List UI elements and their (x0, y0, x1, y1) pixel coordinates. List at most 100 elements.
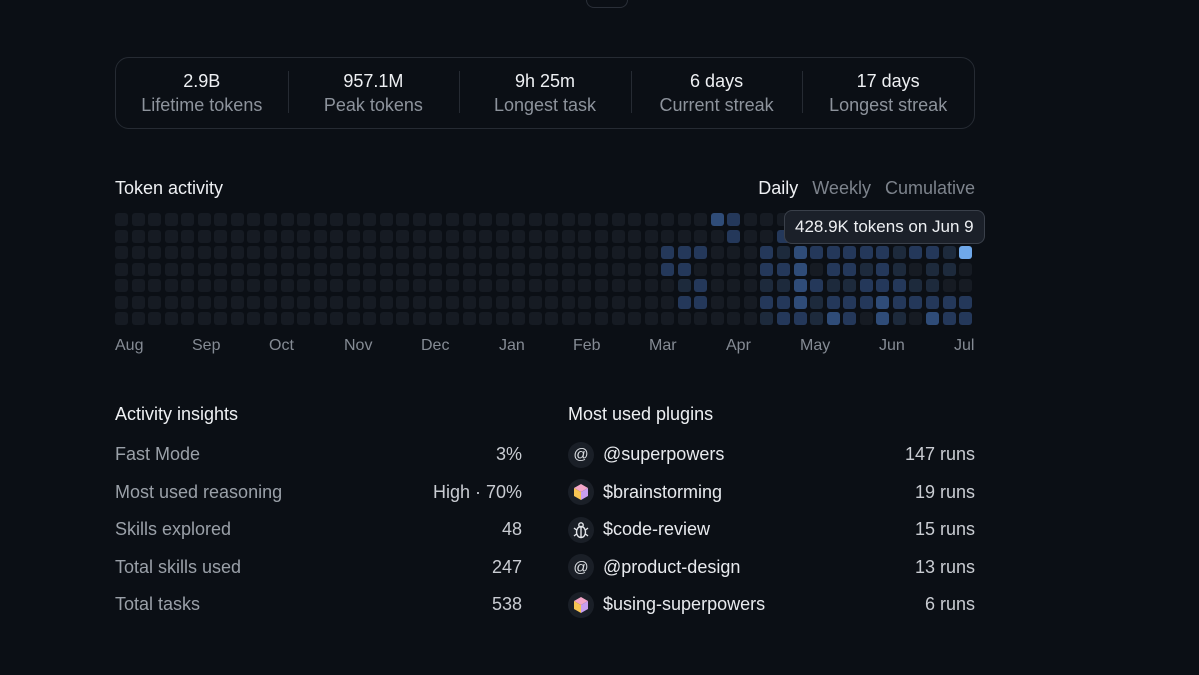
heatmap-cell[interactable] (528, 312, 542, 326)
heatmap-cell[interactable] (396, 229, 410, 243)
heatmap-cell[interactable] (479, 279, 493, 293)
heatmap-cell[interactable] (876, 312, 890, 326)
heatmap-cell[interactable] (247, 229, 261, 243)
heatmap-cell[interactable] (594, 262, 608, 276)
heatmap-cell[interactable] (909, 262, 923, 276)
heatmap-cell[interactable] (959, 262, 973, 276)
heatmap-cell[interactable] (578, 279, 592, 293)
heatmap-cell[interactable] (710, 279, 724, 293)
heatmap-cell[interactable] (479, 213, 493, 226)
plugin-row[interactable]: @ @superpowers 147 runs (568, 436, 975, 474)
heatmap-cell[interactable] (710, 246, 724, 260)
heatmap-cell[interactable] (727, 312, 741, 326)
heatmap-cell[interactable] (942, 312, 956, 326)
heatmap-cell[interactable] (429, 246, 443, 260)
heatmap-cell[interactable] (743, 312, 757, 326)
heatmap-cell[interactable] (578, 229, 592, 243)
heatmap-cell[interactable] (760, 312, 774, 326)
heatmap-cell[interactable] (628, 213, 642, 226)
heatmap-cell[interactable] (247, 246, 261, 260)
heatmap-cell[interactable] (263, 262, 277, 276)
heatmap-cell[interactable] (164, 229, 178, 243)
heatmap-cell[interactable] (959, 295, 973, 309)
heatmap-cell[interactable] (578, 312, 592, 326)
heatmap-cell[interactable] (214, 279, 228, 293)
heatmap-cell[interactable] (843, 246, 857, 260)
heatmap-cell[interactable] (479, 246, 493, 260)
heatmap-cell[interactable] (280, 262, 294, 276)
heatmap-cell[interactable] (892, 246, 906, 260)
heatmap-cell[interactable] (793, 295, 807, 309)
heatmap-cell[interactable] (280, 279, 294, 293)
heatmap-cell[interactable] (446, 262, 459, 276)
heatmap-cell[interactable] (214, 229, 228, 243)
heatmap-cell[interactable] (859, 295, 873, 309)
heatmap-cell[interactable] (545, 295, 559, 309)
heatmap-cell[interactable] (843, 295, 857, 309)
heatmap-cell[interactable] (164, 213, 178, 226)
heatmap-cell[interactable] (181, 246, 195, 260)
heatmap-cell[interactable] (330, 312, 344, 326)
plugin-row[interactable]: @ @product-design 13 runs (568, 549, 975, 587)
heatmap-cell[interactable] (959, 246, 973, 260)
heatmap-cell[interactable] (263, 213, 277, 226)
heatmap-cell[interactable] (694, 262, 708, 276)
heatmap-cell[interactable] (412, 279, 426, 293)
heatmap-cell[interactable] (594, 213, 608, 226)
heatmap-cell[interactable] (495, 246, 509, 260)
heatmap-cell[interactable] (909, 246, 923, 260)
heatmap-cell[interactable] (743, 279, 757, 293)
heatmap-cell[interactable] (710, 312, 724, 326)
heatmap-cell[interactable] (247, 279, 261, 293)
heatmap-cell[interactable] (263, 229, 277, 243)
heatmap-cell[interactable] (512, 262, 526, 276)
heatmap-cell[interactable] (247, 213, 261, 226)
heatmap-cell[interactable] (859, 279, 873, 293)
heatmap-cell[interactable] (727, 246, 741, 260)
heatmap-cell[interactable] (181, 262, 195, 276)
heatmap-cell[interactable] (230, 229, 244, 243)
heatmap-cell[interactable] (297, 312, 311, 326)
heatmap-cell[interactable] (412, 213, 426, 226)
heatmap-cell[interactable] (214, 312, 228, 326)
heatmap-cell[interactable] (346, 262, 360, 276)
heatmap-cell[interactable] (197, 295, 211, 309)
heatmap-cell[interactable] (148, 279, 162, 293)
heatmap-cell[interactable] (412, 246, 426, 260)
heatmap-cell[interactable] (446, 279, 459, 293)
heatmap-cell[interactable] (115, 262, 128, 276)
heatmap-cell[interactable] (379, 246, 393, 260)
heatmap-cell[interactable] (446, 246, 459, 260)
heatmap-cell[interactable] (462, 246, 476, 260)
heatmap-cell[interactable] (578, 262, 592, 276)
heatmap-cell[interactable] (793, 246, 807, 260)
heatmap-cell[interactable] (479, 312, 493, 326)
heatmap-cell[interactable] (263, 312, 277, 326)
heatmap-cell[interactable] (197, 246, 211, 260)
heatmap-cell[interactable] (578, 246, 592, 260)
heatmap-cell[interactable] (379, 312, 393, 326)
heatmap-cell[interactable] (164, 295, 178, 309)
plugin-row[interactable]: $using-superpowers 6 runs (568, 586, 975, 624)
heatmap-cell[interactable] (561, 262, 575, 276)
heatmap-cell[interactable] (313, 229, 327, 243)
heatmap-cell[interactable] (396, 279, 410, 293)
heatmap-cell[interactable] (230, 246, 244, 260)
heatmap-cell[interactable] (479, 262, 493, 276)
heatmap-cell[interactable] (297, 213, 311, 226)
heatmap-cell[interactable] (164, 279, 178, 293)
heatmap-cell[interactable] (594, 312, 608, 326)
heatmap-cell[interactable] (280, 295, 294, 309)
heatmap-cell[interactable] (346, 246, 360, 260)
heatmap-cell[interactable] (909, 279, 923, 293)
heatmap-cell[interactable] (594, 229, 608, 243)
heatmap-cell[interactable] (214, 262, 228, 276)
heatmap-cell[interactable] (131, 295, 145, 309)
heatmap-cell[interactable] (297, 295, 311, 309)
heatmap-cell[interactable] (611, 262, 625, 276)
heatmap-cell[interactable] (677, 279, 691, 293)
heatmap-cell[interactable] (429, 312, 443, 326)
heatmap-cell[interactable] (727, 213, 741, 226)
heatmap-cell[interactable] (777, 279, 790, 293)
heatmap-cell[interactable] (810, 279, 824, 293)
